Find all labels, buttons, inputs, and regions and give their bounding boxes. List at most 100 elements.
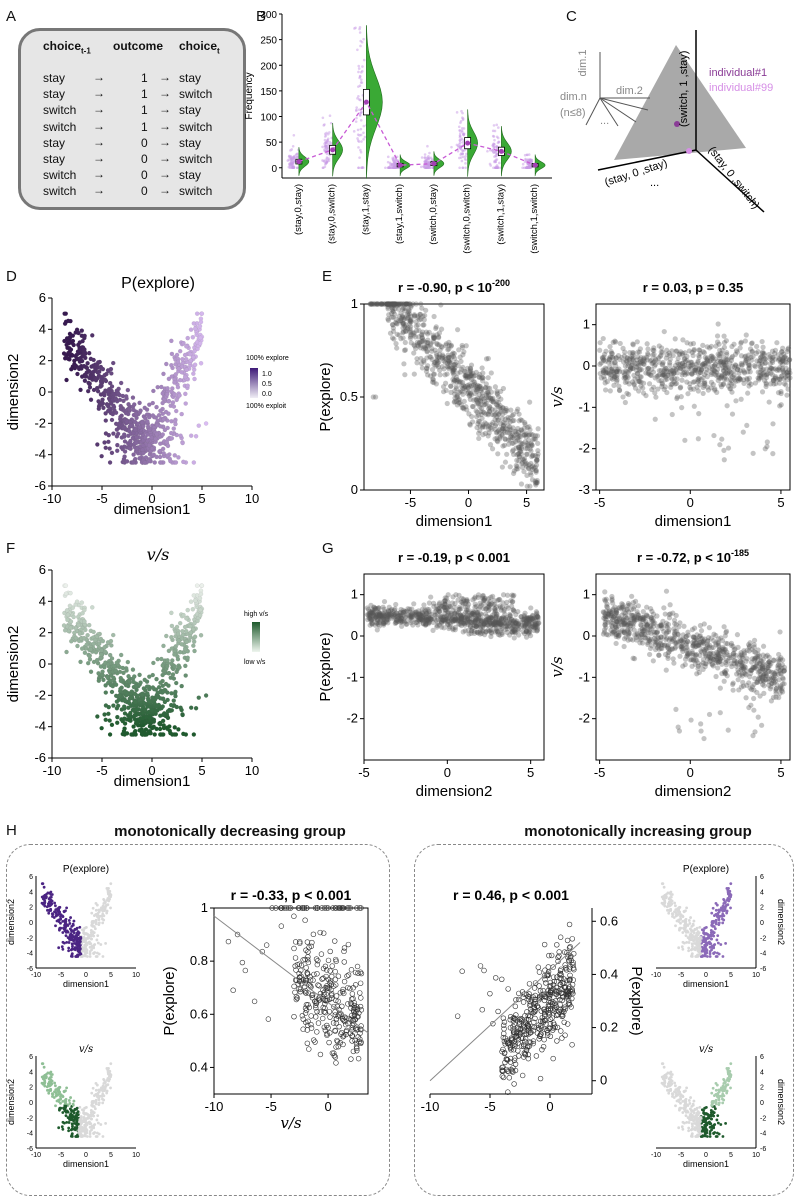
scatter-point [478,398,484,404]
scatter-point [385,613,391,619]
scatter-point [424,349,430,355]
scatter-point [376,615,383,621]
scatter-point [769,355,775,361]
embedding-point [96,399,101,404]
scatter-point [477,404,483,410]
scatter-point [616,387,623,394]
scatter-point [440,617,446,623]
scatter-point [386,301,392,307]
x-tick-label: -5 [594,495,606,510]
scatter-point [428,340,434,347]
scatter-point [371,301,377,307]
scatter-point [487,602,493,608]
scatter-point [446,359,452,365]
scatter-point [613,609,619,615]
scatter-point [716,375,723,381]
scatter-point [434,354,440,361]
scatter-point [520,629,526,635]
scatter-point [488,615,494,621]
scatter-point [425,372,431,378]
scatter-point [452,616,459,622]
scatter-point [761,351,767,358]
scatter-point [397,619,403,625]
scatter-point [674,394,680,400]
scatter-point [407,321,413,327]
scatter-point [380,620,387,626]
scatter-point [523,430,529,436]
scatter-point [645,352,651,358]
scatter-point [419,606,425,612]
scatter-point [445,355,451,361]
scatter-point [458,614,465,620]
scatter-point [470,617,476,623]
scatter-point [533,609,540,615]
scatter-point [499,433,505,439]
scatter-point [495,399,501,406]
scatter-point [696,377,702,383]
scatter-point [473,623,479,629]
arrow-icon: → [93,118,105,133]
scatter-point [521,425,528,431]
scatter-point [495,417,502,423]
embedding-point [68,347,74,352]
scatter-point [495,394,502,400]
scatter-point [700,349,706,355]
scatter-point [715,374,721,380]
scatter-point [667,367,673,373]
scatter-point [491,412,497,418]
scatter-point [383,612,390,618]
scatter-point [368,617,374,623]
panel-e-scatters: -5 0 500.51r = -0.90, p < 10-200dimension1… [320,278,793,530]
scatter-point [715,655,722,661]
embedding-point [99,725,104,731]
scatter-point [470,608,476,614]
scatter-point [748,357,755,363]
scatter-point [462,373,468,379]
scatter-point [767,367,773,373]
scatter-point [485,596,492,602]
scatter-point [518,481,525,487]
scatter-point [691,634,697,640]
scatter-point [384,301,390,307]
embedding-point [190,335,196,340]
scatter-point [395,615,402,621]
scatter-point [727,376,733,382]
scatter-point [453,609,459,615]
scatter-point [668,381,674,388]
embedding-point [106,711,111,717]
raw-point [461,152,465,155]
scatter-point [656,377,662,384]
scatter-point [500,411,506,417]
scatter-point [380,619,386,625]
scatter-point [500,419,506,426]
x-tick-label: 5 [198,763,205,778]
embedding-point [183,673,188,678]
scatter-point [655,373,661,379]
scatter-point [403,301,410,307]
scatter-point [444,613,450,619]
scatter-point [524,460,530,467]
row-choice-prev: switch [43,103,77,118]
y-tick-label: 1 [583,317,590,332]
scatter-point [435,364,442,370]
scatter-point [434,340,440,347]
scatter-point [463,607,470,613]
scatter-point [624,373,630,380]
y-tick-label: 200 [260,61,277,72]
scatter-point [498,623,504,629]
scatter-point [477,371,483,378]
scatter-point [404,301,410,307]
scatter-point [393,320,400,327]
embedding-point [161,417,167,422]
scatter-point [387,301,393,307]
scatter-point [758,355,764,361]
scatter-point [688,370,695,376]
embedding-point [169,635,174,640]
scatter-point [713,343,719,349]
embedding-point [111,675,116,680]
scatter-point [470,597,476,603]
scatter-point [466,389,472,396]
embedding-point [118,686,123,692]
scatter-point [471,619,478,626]
scatter-point [511,592,517,598]
